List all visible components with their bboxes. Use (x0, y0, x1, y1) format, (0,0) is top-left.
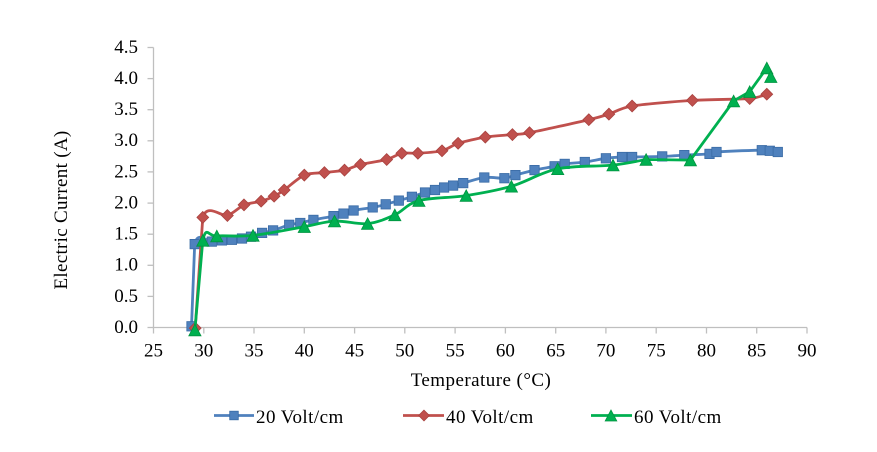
svg-text:40: 40 (295, 341, 314, 362)
svg-text:Temperature (°C): Temperature (°C) (411, 370, 552, 391)
svg-text:65: 65 (546, 341, 565, 362)
svg-text:70: 70 (596, 341, 615, 362)
svg-text:85: 85 (747, 341, 766, 362)
svg-text:25: 25 (144, 341, 163, 362)
svg-text:Electric Current (A): Electric Current (A) (51, 131, 72, 290)
svg-text:60: 60 (496, 341, 515, 362)
svg-text:0.0: 0.0 (114, 317, 138, 338)
svg-text:3.0: 3.0 (114, 130, 138, 151)
svg-text:4.5: 4.5 (114, 37, 138, 58)
svg-text:30: 30 (194, 341, 213, 362)
svg-text:3.5: 3.5 (114, 99, 138, 120)
svg-text:45: 45 (345, 341, 364, 362)
svg-text:60 Volt/cm: 60 Volt/cm (634, 407, 722, 428)
svg-text:1.5: 1.5 (114, 224, 138, 245)
svg-text:2.0: 2.0 (114, 193, 138, 214)
svg-text:90: 90 (798, 341, 817, 362)
svg-text:20 Volt/cm: 20 Volt/cm (256, 407, 344, 428)
svg-text:40 Volt/cm: 40 Volt/cm (446, 407, 534, 428)
svg-text:55: 55 (446, 341, 465, 362)
svg-text:0.5: 0.5 (114, 286, 138, 307)
svg-text:80: 80 (697, 341, 716, 362)
svg-text:35: 35 (245, 341, 264, 362)
svg-text:75: 75 (647, 341, 666, 362)
svg-text:50: 50 (395, 341, 414, 362)
svg-text:1.0: 1.0 (114, 255, 138, 276)
svg-text:4.0: 4.0 (114, 68, 138, 89)
svg-text:2.5: 2.5 (114, 161, 138, 182)
